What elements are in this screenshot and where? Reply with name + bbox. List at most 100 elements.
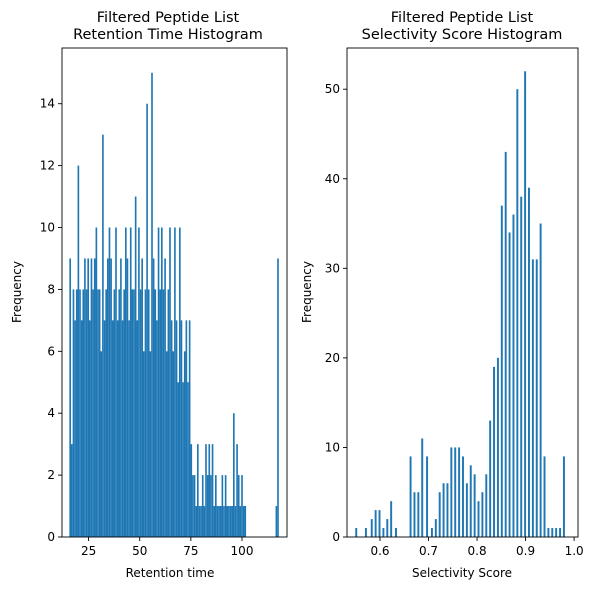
histogram-bar xyxy=(81,320,83,537)
histogram-bar xyxy=(97,289,99,537)
histogram-bar xyxy=(241,475,243,537)
y-tick-label: 50 xyxy=(325,82,340,96)
y-tick-label: 0 xyxy=(332,530,340,544)
histogram-bar xyxy=(208,444,210,537)
histogram-bar xyxy=(181,320,183,537)
histogram-bar xyxy=(551,528,553,537)
histogram-bar xyxy=(489,421,491,537)
chart-title-line-1: Filtered Peptide List xyxy=(391,10,534,26)
histogram-bar xyxy=(148,289,150,537)
y-tick-label: 4 xyxy=(47,406,55,420)
y-tick-label: 0 xyxy=(47,530,55,544)
retention-time-histogram: Filtered Peptide List Retention Time His… xyxy=(10,10,287,580)
histogram-bar xyxy=(133,289,135,537)
histogram-bar xyxy=(431,528,433,537)
histogram-bar xyxy=(141,258,143,537)
histogram-bar xyxy=(559,528,561,537)
histogram-bar xyxy=(171,320,173,537)
histogram-bar xyxy=(382,528,384,537)
histogram-bar xyxy=(79,289,81,537)
x-tick-label: 0.9 xyxy=(516,544,535,558)
histogram-bar xyxy=(123,289,125,537)
histogram-bar xyxy=(74,320,76,537)
histogram-bar xyxy=(71,444,73,537)
histogram-bar xyxy=(140,289,142,537)
x-tick-label: 0.8 xyxy=(468,544,487,558)
histogram-bar xyxy=(78,166,80,537)
histogram-bar xyxy=(105,289,107,537)
histogram-bar xyxy=(117,320,119,537)
histogram-bar xyxy=(107,258,109,537)
histogram-bar xyxy=(417,492,419,537)
histogram-bar xyxy=(154,289,156,537)
histogram-bar xyxy=(69,258,71,537)
histogram-bar xyxy=(493,367,495,537)
histogram-bar xyxy=(179,228,181,537)
histogram-bar xyxy=(478,501,480,537)
histogram-bar xyxy=(236,444,238,537)
histogram-bar xyxy=(204,506,206,537)
histogram-bar xyxy=(497,358,499,537)
histogram-bar xyxy=(501,206,503,537)
histogram-bar xyxy=(145,289,147,537)
x-tick-label: 50 xyxy=(132,544,147,558)
histogram-bar xyxy=(212,444,214,537)
histogram-bar xyxy=(192,475,194,537)
histogram-bar xyxy=(225,475,227,537)
histogram-bar xyxy=(446,483,448,537)
x-axis-ticks: 25 50 75 100 xyxy=(81,537,254,558)
histogram-bar xyxy=(110,258,112,537)
x-tick-label: 100 xyxy=(231,544,254,558)
x-axis-label: Retention time xyxy=(126,566,215,580)
histogram-bar xyxy=(76,289,78,537)
chart-title-line-1: Filtered Peptide List xyxy=(97,10,240,26)
y-tick-label: 30 xyxy=(325,261,340,275)
histogram-bar xyxy=(190,444,192,537)
histogram-bar xyxy=(127,258,129,537)
histogram-bar xyxy=(481,492,483,537)
x-tick-label: 75 xyxy=(183,544,198,558)
x-tick-label: 25 xyxy=(81,544,96,558)
histogram-bar xyxy=(130,228,132,537)
histogram-bar xyxy=(386,519,388,537)
histogram-bar xyxy=(150,351,152,537)
histogram-bar xyxy=(235,506,237,537)
x-axis-label: Selectivity Score xyxy=(412,566,512,580)
y-tick-label: 40 xyxy=(325,172,340,186)
histogram-bar xyxy=(153,258,155,537)
histogram-bar xyxy=(200,506,202,537)
histogram-bar xyxy=(226,506,228,537)
histogram-bar xyxy=(136,320,138,537)
x-tick-label: 0.6 xyxy=(370,544,389,558)
histogram-bar xyxy=(176,320,178,537)
y-axis-label: Frequency xyxy=(300,261,314,323)
x-tick-label: 0.7 xyxy=(419,544,438,558)
histogram-bar xyxy=(223,506,225,537)
histogram-bar xyxy=(135,197,137,537)
histogram-bar xyxy=(125,228,127,537)
histogram-bar xyxy=(218,506,220,537)
y-axis-ticks: 0 2 4 6 8 10 12 14 xyxy=(40,97,62,544)
histogram-bar xyxy=(92,289,94,537)
histogram-bar xyxy=(146,104,148,537)
histogram-bar xyxy=(182,382,184,537)
histogram-bar xyxy=(244,506,246,537)
histogram-bar xyxy=(202,475,204,537)
histogram-bar xyxy=(104,320,106,537)
histogram-bar xyxy=(512,215,514,537)
y-tick-label: 12 xyxy=(40,159,55,173)
histogram-bar xyxy=(128,320,130,537)
histogram-bar xyxy=(195,506,197,537)
histogram-bar xyxy=(177,382,179,537)
histogram-bar xyxy=(99,289,101,537)
y-axis-ticks: 01020304050 xyxy=(325,82,347,544)
histogram-bar xyxy=(458,447,460,537)
histogram-bar xyxy=(186,320,188,537)
histogram-bar xyxy=(375,510,377,537)
histogram-bar xyxy=(520,197,522,537)
histogram-bar xyxy=(189,320,191,537)
histogram-bar xyxy=(421,438,423,537)
histogram-bar xyxy=(199,506,201,537)
histogram-bar xyxy=(238,475,240,537)
